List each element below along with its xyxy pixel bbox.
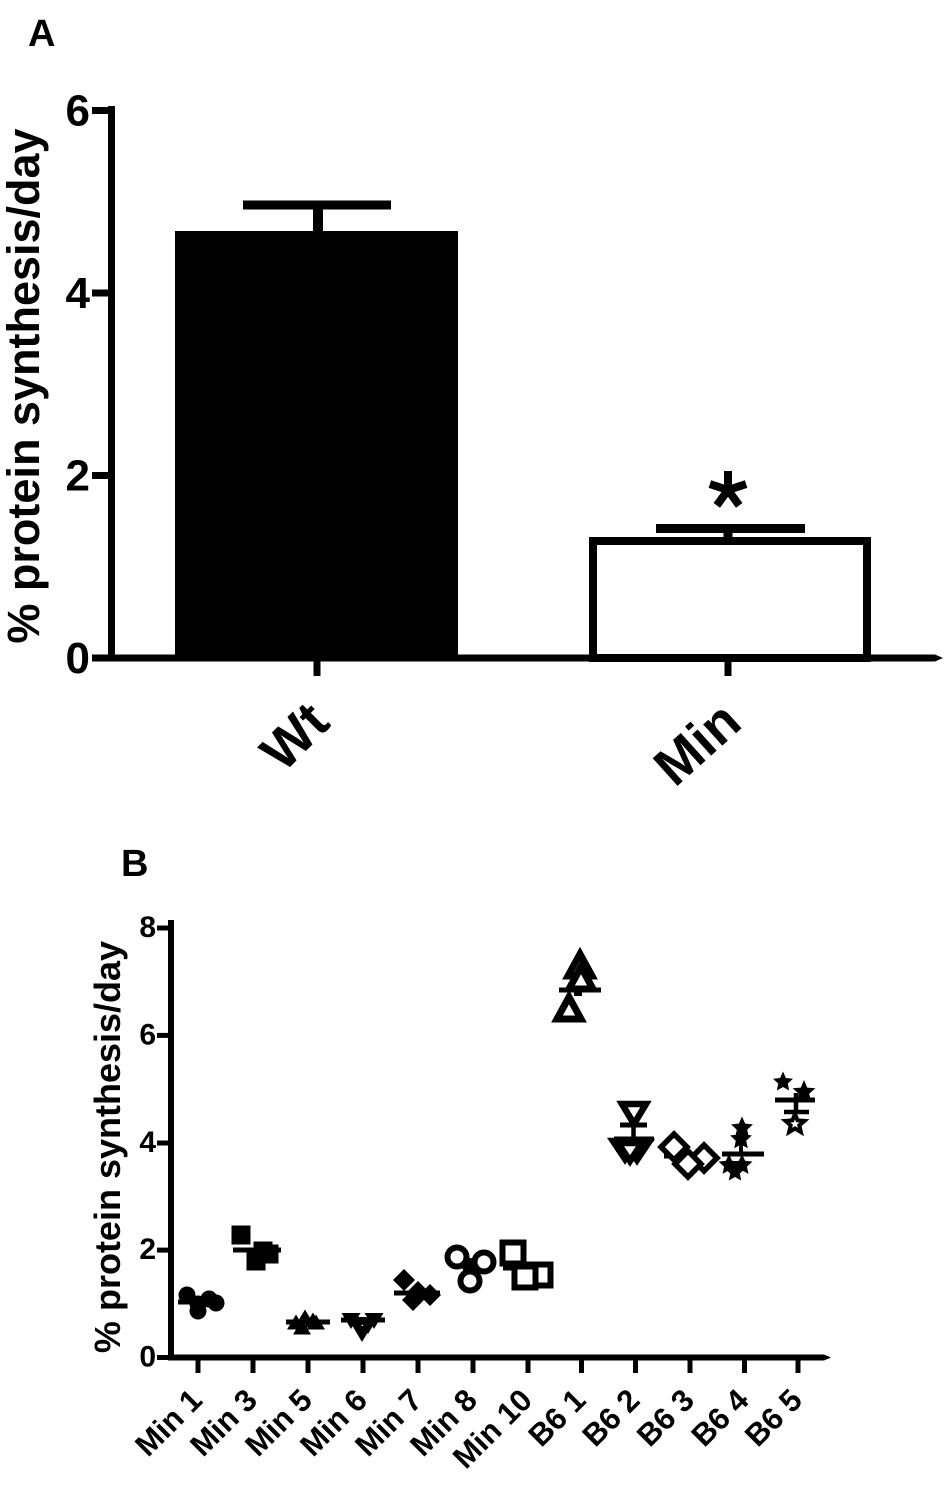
svg-text:% protein synthesis/day: % protein synthesis/day [87, 941, 128, 1353]
svg-text:0: 0 [66, 634, 90, 683]
svg-text:Min: Min [643, 690, 752, 797]
svg-text:Wt: Wt [249, 691, 340, 782]
svg-text:B6 3: B6 3 [630, 1382, 701, 1453]
svg-text:4: 4 [139, 1126, 156, 1159]
svg-text:A: A [28, 13, 55, 55]
svg-text:0: 0 [139, 1341, 156, 1374]
svg-text:8: 8 [139, 911, 156, 944]
svg-text:B6 2: B6 2 [575, 1382, 646, 1453]
svg-text:6: 6 [66, 87, 90, 136]
svg-text:% protein synthesis/day: % protein synthesis/day [0, 128, 49, 643]
svg-text:2: 2 [66, 452, 90, 501]
svg-text:2: 2 [139, 1233, 156, 1266]
svg-text:6: 6 [139, 1018, 156, 1051]
svg-text:B6 4: B6 4 [684, 1382, 756, 1454]
svg-text:4: 4 [66, 269, 91, 318]
svg-text:B6 5: B6 5 [738, 1382, 809, 1453]
svg-text:B6 1: B6 1 [521, 1382, 592, 1453]
svg-text:B: B [121, 843, 148, 885]
